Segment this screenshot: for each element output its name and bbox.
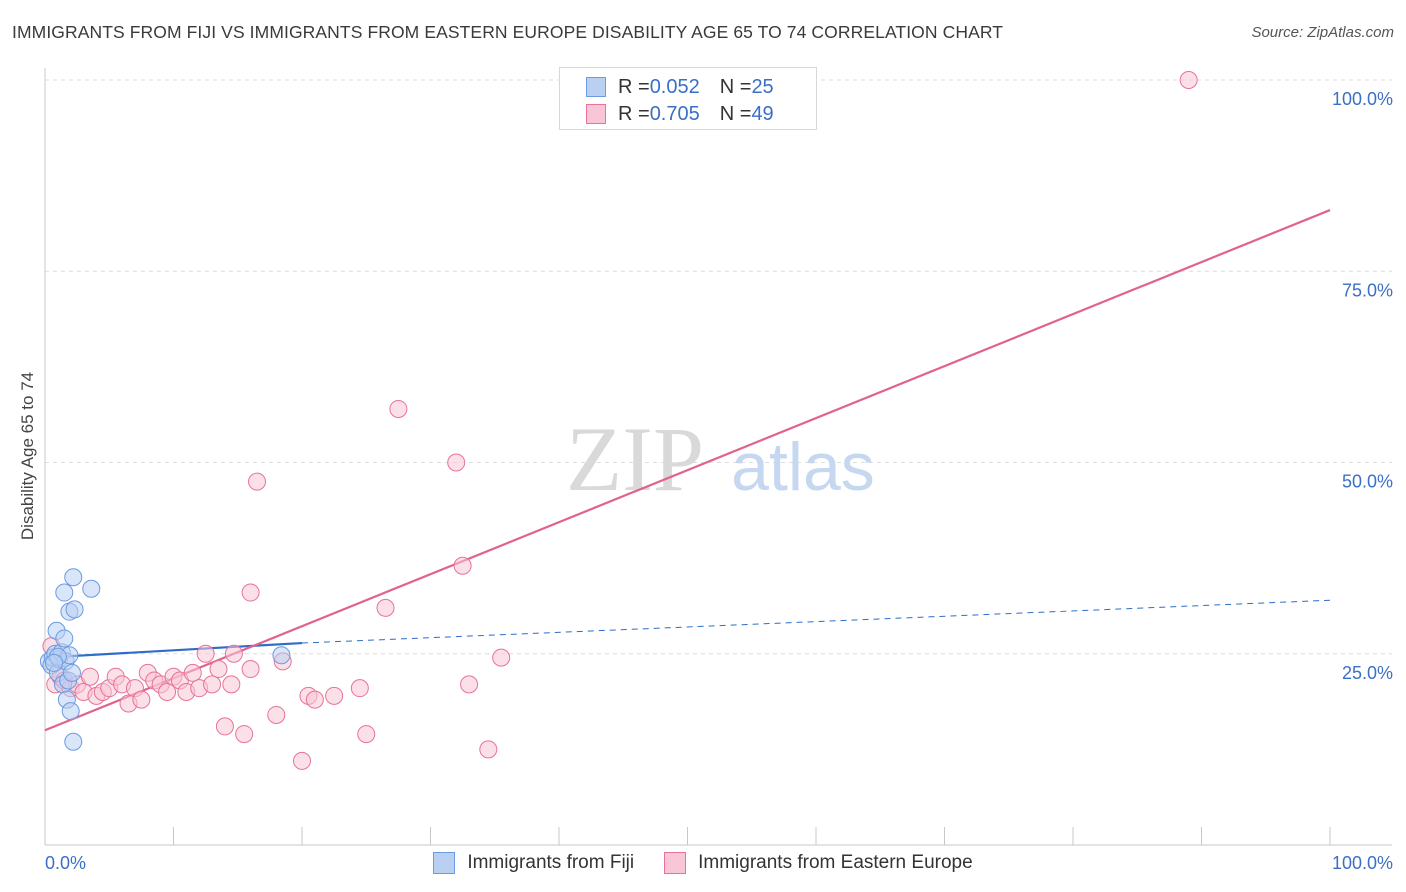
legend-n-value: 49 [751, 102, 774, 125]
watermark-atlas: atlas [731, 429, 875, 505]
point-eastern-europe [350, 679, 369, 698]
legend-r-value: 0.052 [649, 75, 700, 98]
legend-swatch-eastern-europe [586, 104, 606, 124]
trend-lines [44, 209, 1331, 732]
y-tick-label: 50.0% [1342, 472, 1393, 492]
point-eastern-europe [447, 453, 466, 472]
point-eastern-europe [492, 648, 511, 667]
point-eastern-europe [80, 667, 99, 686]
point-fiji [64, 732, 83, 751]
point-fiji [65, 600, 84, 619]
series-swatch-eastern-europe [664, 852, 687, 874]
point-eastern-europe [241, 660, 260, 679]
point-eastern-europe [248, 472, 267, 491]
point-eastern-europe [305, 690, 324, 709]
source-credit: Source: ZipAtlas.com [1251, 24, 1394, 41]
point-eastern-europe [293, 751, 311, 770]
point-eastern-europe [453, 556, 472, 575]
point-fiji [272, 646, 291, 665]
legend-n-label: N = [719, 102, 752, 125]
point-eastern-europe [325, 686, 344, 705]
point-fiji [82, 579, 101, 598]
y-tick-label: 75.0% [1342, 280, 1393, 300]
grid-lines [45, 79, 1392, 655]
point-eastern-europe [267, 705, 286, 724]
point-fiji [64, 568, 83, 587]
watermark-zip: ZIP [566, 408, 704, 510]
point-fiji [55, 583, 74, 602]
point-eastern-europe [479, 740, 498, 759]
series-legend: Immigrants from Fiji Immigrants from Eas… [0, 852, 1406, 874]
point-eastern-europe [376, 598, 395, 617]
legend-row-fiji: R = 0.052 N = 25 [586, 75, 774, 99]
point-eastern-europe [1179, 71, 1198, 89]
x-tick-label: 0.0% [45, 853, 86, 873]
legend-r-label: R = [618, 75, 650, 98]
legend-swatch-fiji [586, 77, 606, 97]
point-eastern-europe [389, 399, 408, 418]
point-eastern-europe [209, 660, 228, 679]
point-eastern-europe [460, 675, 479, 694]
point-eastern-europe [222, 675, 241, 694]
x-tick-label: 100.0% [1332, 853, 1393, 873]
point-eastern-europe [183, 663, 202, 682]
correlation-legend: R = 0.052 N = 25 R = 0.705 N = 49 [559, 67, 817, 130]
trend-line-fiji [44, 641, 303, 659]
point-eastern-europe [158, 683, 177, 701]
trend-line-eastern-europe [44, 209, 1331, 732]
point-eastern-europe [203, 675, 222, 694]
chart-title: IMMIGRANTS FROM FIJI VS IMMIGRANTS FROM … [12, 22, 1004, 42]
point-eastern-europe [235, 725, 254, 744]
point-fiji [44, 653, 63, 672]
axes [44, 68, 1392, 846]
point-fiji [55, 629, 74, 648]
zipatlas-watermark: ZIP atlas [566, 408, 875, 510]
point-fiji [62, 663, 81, 682]
series-legend-item-fiji: Immigrants from Fiji [433, 852, 634, 874]
y-tick-label: 100.0% [1332, 89, 1393, 109]
point-eastern-europe [241, 583, 260, 602]
series-label-eastern-europe: Immigrants from Eastern Europe [698, 852, 973, 873]
x-tick-labels: 0.0% 100.0% [45, 853, 1393, 873]
legend-n-label: N = [719, 75, 752, 98]
point-eastern-europe [224, 644, 243, 663]
legend-n-value: 25 [751, 75, 774, 98]
y-tick-label: 25.0% [1342, 663, 1393, 683]
point-eastern-europe [196, 644, 215, 663]
point-eastern-europe [357, 725, 376, 744]
data-points [39, 71, 1198, 770]
series-swatch-fiji [433, 852, 456, 874]
legend-r-label: R = [618, 102, 650, 125]
series-label-fiji: Immigrants from Fiji [467, 852, 635, 873]
point-fiji [61, 702, 80, 721]
y-tick-labels: 25.0% 50.0% 75.0% 100.0% [1332, 89, 1393, 683]
legend-row-eastern-europe: R = 0.705 N = 49 [586, 102, 774, 126]
trend-extension-fiji [301, 599, 1331, 644]
point-eastern-europe [215, 717, 234, 736]
point-eastern-europe [132, 690, 151, 709]
y-axis-label: Disability Age 65 to 74 [18, 371, 37, 541]
legend-r-value: 0.705 [649, 102, 700, 125]
series-legend-item-eastern-europe: Immigrants from Eastern Europe [664, 852, 973, 874]
